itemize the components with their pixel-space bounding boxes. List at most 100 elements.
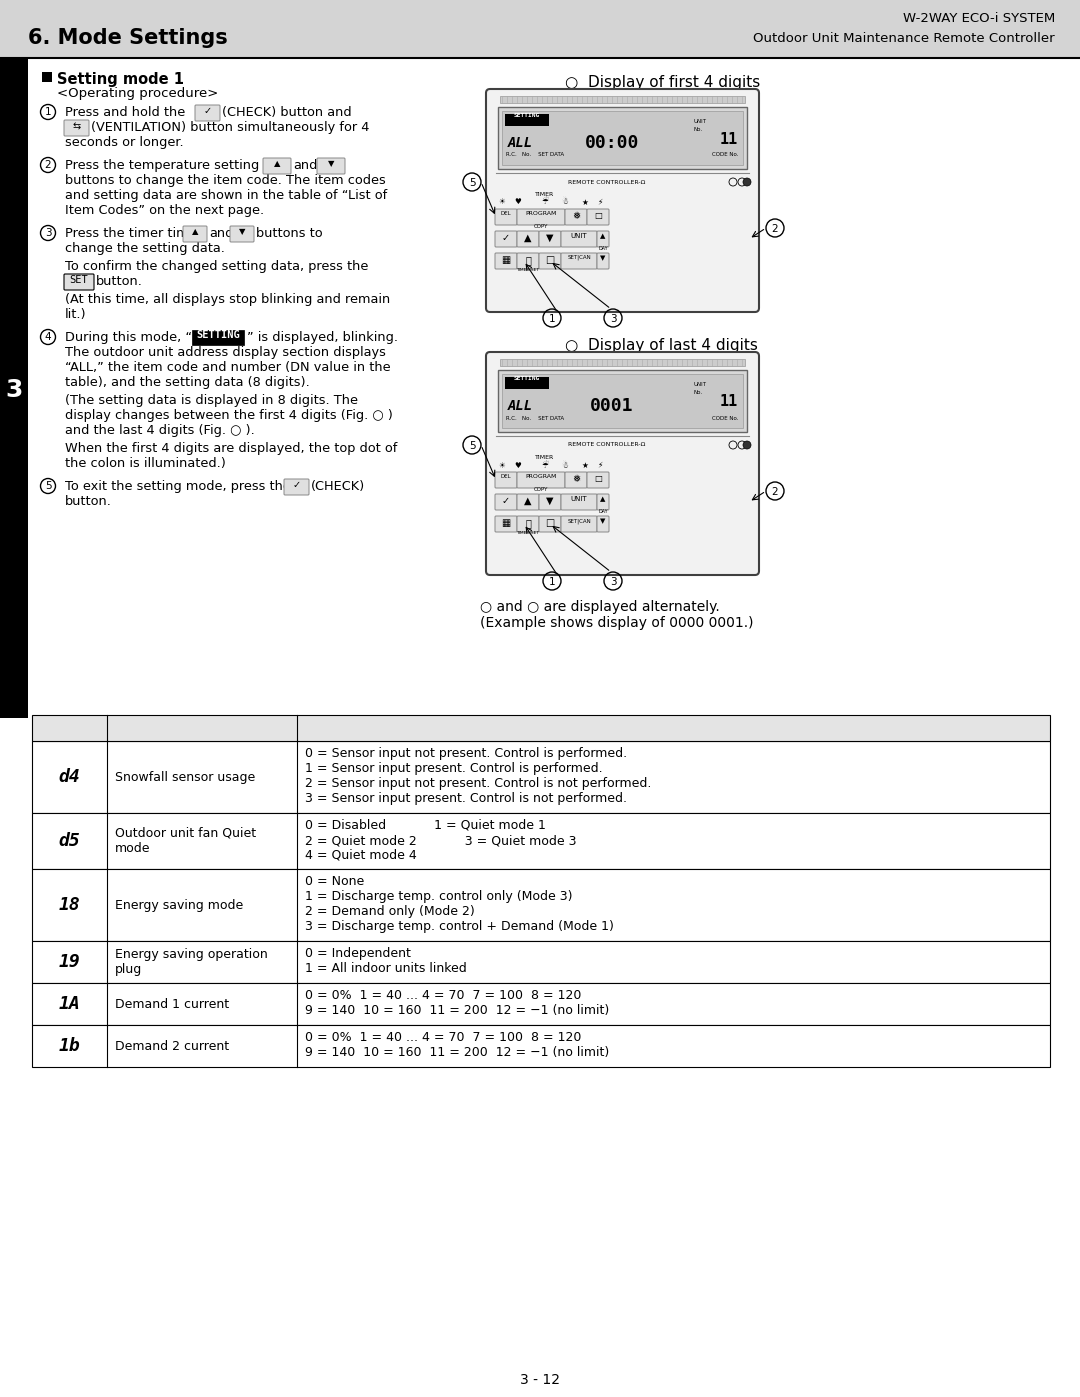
- FancyBboxPatch shape: [183, 226, 207, 242]
- FancyBboxPatch shape: [517, 231, 539, 247]
- Text: 11: 11: [720, 394, 738, 409]
- Bar: [32, 942, 1050, 983]
- Bar: [32, 740, 1050, 813]
- Text: ALL: ALL: [508, 400, 532, 414]
- FancyBboxPatch shape: [597, 253, 609, 270]
- Text: 2: 2: [772, 488, 779, 497]
- Text: buttons to change the item code. The item codes: buttons to change the item code. The ite…: [65, 175, 386, 187]
- Text: 3: 3: [610, 314, 617, 324]
- Bar: [0, 0, 1080, 59]
- Text: Press and hold the: Press and hold the: [65, 106, 186, 119]
- Text: ▼: ▼: [546, 496, 554, 506]
- Text: TIMER/SET: TIMER/SET: [516, 268, 540, 272]
- Text: change the setting data.: change the setting data.: [65, 242, 225, 256]
- Text: ✓: ✓: [203, 106, 212, 116]
- Text: (The setting data is displayed in 8 digits. The: (The setting data is displayed in 8 digi…: [65, 394, 357, 407]
- Text: W-2WAY ECO-i SYSTEM: W-2WAY ECO-i SYSTEM: [903, 11, 1055, 25]
- Text: ☀: ☀: [499, 197, 505, 207]
- Text: ⏲: ⏲: [525, 518, 531, 528]
- Text: 0 = 0%  1 = 40 ... 4 = 70  7 = 100  8 = 120
9 = 140  10 = 160  11 = 200  12 = −1: 0 = 0% 1 = 40 ... 4 = 70 7 = 100 8 = 120…: [305, 989, 609, 1017]
- FancyBboxPatch shape: [486, 89, 759, 312]
- Text: 3: 3: [610, 577, 617, 587]
- FancyBboxPatch shape: [318, 158, 345, 175]
- Bar: [502, 374, 743, 427]
- Text: CODE No.: CODE No.: [713, 152, 739, 158]
- Text: the colon is illuminated.): the colon is illuminated.): [65, 457, 226, 469]
- Text: 0001: 0001: [591, 397, 634, 415]
- Bar: [32, 983, 1050, 1025]
- Text: 1A: 1A: [58, 995, 80, 1013]
- Text: Description: Description: [629, 721, 718, 735]
- Text: 0 = Sensor input not present. Control is performed.
1 = Sensor input present. Co: 0 = Sensor input not present. Control is…: [305, 747, 651, 805]
- Text: 3: 3: [44, 228, 52, 237]
- FancyBboxPatch shape: [517, 253, 539, 270]
- Text: 2: 2: [44, 161, 52, 170]
- FancyBboxPatch shape: [517, 495, 539, 510]
- Text: UNIT: UNIT: [693, 381, 706, 387]
- Text: <Operating procedure>: <Operating procedure>: [57, 87, 218, 101]
- Text: Demand 1 current: Demand 1 current: [114, 997, 229, 1010]
- Text: When the first 4 digits are displayed, the top dot of: When the first 4 digits are displayed, t…: [65, 441, 397, 455]
- Text: UNIT: UNIT: [693, 119, 706, 124]
- Bar: [0, 59, 28, 718]
- Text: UNIT: UNIT: [570, 496, 588, 502]
- Text: button.: button.: [96, 275, 143, 288]
- FancyBboxPatch shape: [561, 231, 597, 247]
- Text: Setting mode 1: Setting mode 1: [57, 73, 184, 87]
- Text: ALL: ALL: [508, 136, 532, 149]
- Text: ▲: ▲: [600, 233, 606, 239]
- Text: Item Codes” on the next page.: Item Codes” on the next page.: [65, 204, 265, 217]
- Text: 5: 5: [44, 481, 52, 490]
- Text: d4: d4: [58, 768, 80, 787]
- Text: 0 = Independent
1 = All indoor units linked: 0 = Independent 1 = All indoor units lin…: [305, 947, 467, 975]
- Text: ▼: ▼: [600, 256, 606, 261]
- Text: and setting data are shown in the table of “List of: and setting data are shown in the table …: [65, 189, 388, 203]
- Text: 0 = Disabled            1 = Quiet mode 1
2 = Quiet mode 2            3 = Quiet m: 0 = Disabled 1 = Quiet mode 1 2 = Quiet …: [305, 819, 577, 862]
- Text: ▲: ▲: [524, 233, 531, 243]
- FancyBboxPatch shape: [539, 495, 561, 510]
- Text: SET: SET: [69, 275, 89, 285]
- Text: button.: button.: [65, 495, 112, 509]
- Text: TIMER: TIMER: [536, 455, 555, 460]
- FancyBboxPatch shape: [64, 120, 89, 136]
- Text: 1b: 1b: [58, 1037, 80, 1055]
- FancyBboxPatch shape: [264, 158, 291, 175]
- Text: ☔: ☔: [541, 461, 549, 469]
- Text: Snowfall sensor usage: Snowfall sensor usage: [114, 771, 255, 784]
- Text: and the last 4 digits (Fig. ○ ).: and the last 4 digits (Fig. ○ ).: [65, 425, 255, 437]
- Text: SETTING: SETTING: [197, 330, 240, 339]
- FancyBboxPatch shape: [495, 210, 517, 225]
- Bar: [32, 813, 1050, 869]
- Text: display changes between the first 4 digits (Fig. ○ ): display changes between the first 4 digi…: [65, 409, 393, 422]
- FancyBboxPatch shape: [597, 231, 609, 247]
- Text: SETTING: SETTING: [514, 113, 540, 117]
- Text: ♥: ♥: [514, 461, 522, 469]
- Bar: [498, 108, 747, 169]
- Text: and: and: [210, 226, 233, 240]
- Bar: [498, 370, 747, 432]
- FancyBboxPatch shape: [486, 352, 759, 576]
- Text: The outdoor unit address display section displays: The outdoor unit address display section…: [65, 346, 386, 359]
- Text: ▼: ▼: [600, 518, 606, 524]
- Text: lit.): lit.): [65, 307, 86, 321]
- Text: COPY: COPY: [534, 488, 549, 492]
- FancyBboxPatch shape: [588, 210, 609, 225]
- Text: R.C.   No.    SET DATA: R.C. No. SET DATA: [507, 415, 564, 420]
- FancyBboxPatch shape: [517, 515, 539, 532]
- Bar: [505, 377, 549, 388]
- Bar: [32, 869, 1050, 942]
- Text: ▼: ▼: [546, 233, 554, 243]
- FancyBboxPatch shape: [495, 253, 517, 270]
- Text: 6. Mode Settings: 6. Mode Settings: [28, 28, 228, 47]
- Text: ▼: ▼: [239, 226, 245, 236]
- Text: ❅: ❅: [572, 474, 580, 483]
- FancyBboxPatch shape: [64, 274, 94, 291]
- Text: 1: 1: [549, 577, 555, 587]
- Text: □: □: [594, 211, 602, 219]
- Text: seconds or longer.: seconds or longer.: [65, 136, 184, 149]
- Circle shape: [743, 441, 751, 448]
- Text: Parameter: Parameter: [161, 721, 243, 735]
- Bar: [192, 330, 244, 345]
- Text: (CHECK) button and: (CHECK) button and: [222, 106, 352, 119]
- Text: (CHECK): (CHECK): [311, 481, 365, 493]
